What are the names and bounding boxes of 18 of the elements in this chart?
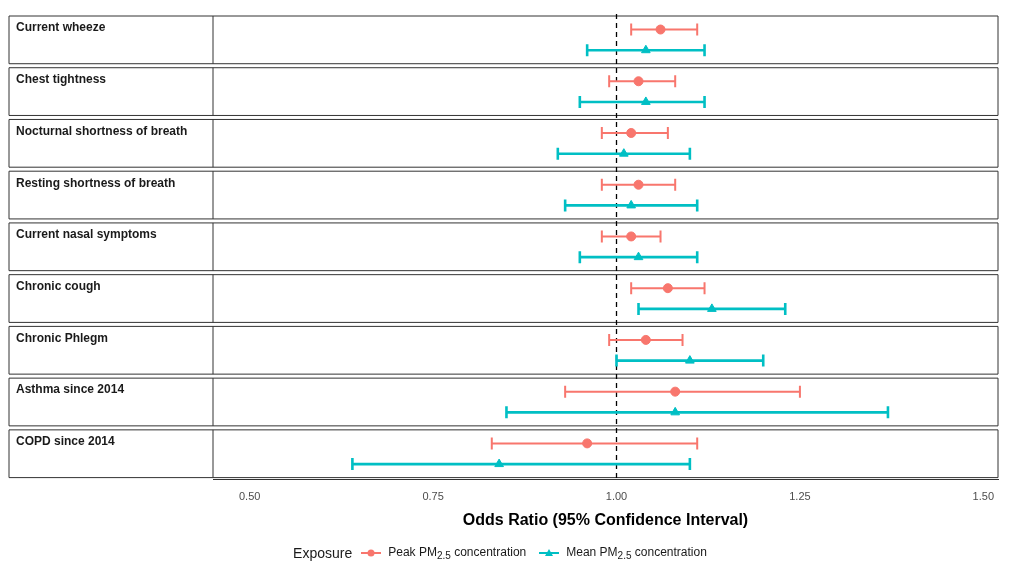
y-tick-label: Current nasal symptoms (16, 227, 158, 242)
x-tick-label: 1.00 (605, 490, 628, 503)
legend-label: Mean PM$_{2.5}$ concentration (566, 544, 707, 562)
x-tick-label: 0.75 (422, 490, 444, 503)
x-axis-title: Odds Ratio (95% Confidence Interval) (462, 510, 749, 528)
x-tick-label: 1.25 (789, 490, 811, 503)
y-tick-label: Chronic cough (16, 278, 101, 293)
y-tick-label: Asthma since 2014 (16, 382, 125, 397)
y-tick-label: Resting shortness of breath (16, 175, 176, 190)
y-tick-label: Nocturnal shortness of breath (16, 123, 188, 138)
x-tick-label: 0.50 (238, 490, 261, 503)
y-tick-label: Chronic Phlegm (16, 330, 109, 345)
y-tick-label: Current wheeze (16, 20, 106, 35)
legend-label: Peak PM$_{2.5}$ concentration (388, 544, 527, 562)
x-tick-label: 1.50 (972, 490, 995, 503)
y-tick-label: COPD since 2014 (16, 434, 116, 449)
legend-title: Exposure (293, 545, 353, 561)
y-tick-label: Chest tightness (16, 72, 107, 87)
